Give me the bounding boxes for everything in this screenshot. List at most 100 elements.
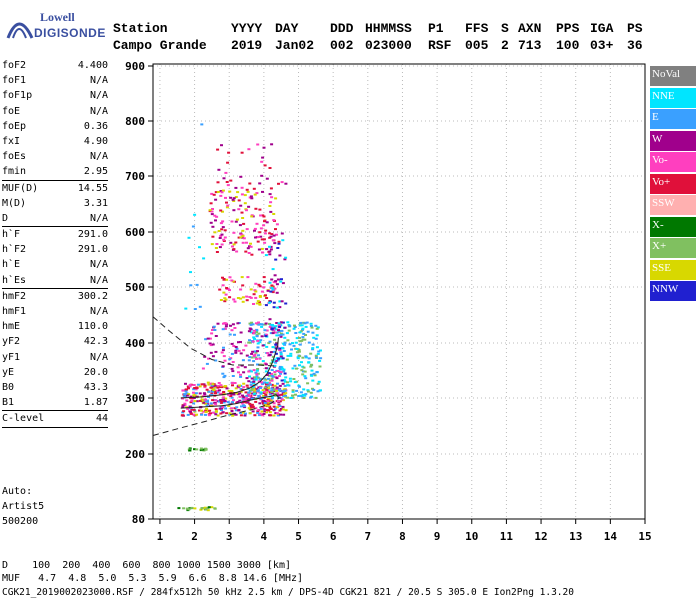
echo-point	[220, 228, 224, 231]
echo-point	[292, 378, 296, 380]
echo-point	[271, 324, 274, 326]
echo-point	[192, 391, 195, 394]
echo-point	[275, 291, 279, 294]
echo-point	[186, 385, 190, 388]
echo-point	[254, 296, 258, 299]
echo-point	[234, 409, 238, 412]
echo-point	[233, 327, 237, 329]
echo-point	[286, 396, 290, 399]
echo-point	[267, 342, 271, 345]
auto-label: Auto:	[2, 486, 33, 497]
echo-point	[261, 156, 265, 159]
param-value: N/A	[89, 90, 108, 102]
echo-point	[273, 242, 277, 245]
echo-point	[202, 401, 206, 404]
echo-point	[239, 388, 243, 390]
echo-point	[278, 300, 282, 303]
param-value: 42.3	[83, 336, 108, 348]
x-tick-label: 6	[330, 530, 337, 543]
echo-point	[271, 355, 275, 358]
echo-point	[205, 404, 209, 406]
header-row2-field: 713	[518, 38, 542, 53]
echo-point	[245, 295, 249, 298]
echo-point	[239, 373, 242, 376]
echo-point	[259, 387, 263, 389]
echo-point	[271, 268, 275, 271]
echo-point	[249, 195, 253, 198]
echo-point	[201, 410, 205, 413]
echo-point	[304, 355, 308, 358]
echo-point	[279, 371, 283, 374]
echo-point	[233, 300, 237, 303]
echo-point	[242, 237, 246, 240]
echo-point	[316, 352, 320, 355]
echo-point	[305, 321, 309, 324]
echo-point	[251, 350, 255, 353]
echo-point	[301, 327, 305, 330]
param-row: h`F2 291.0	[2, 242, 108, 257]
echo-point	[270, 377, 274, 380]
echo-point	[266, 404, 270, 407]
echo-point	[283, 372, 287, 375]
echo-point	[232, 248, 236, 251]
echo-point	[214, 247, 218, 249]
echo-point	[218, 237, 222, 239]
echo-point	[222, 401, 226, 404]
echo-point	[291, 342, 294, 345]
echo-point	[257, 323, 261, 326]
echo-point	[269, 210, 273, 213]
echo-point	[258, 357, 262, 360]
echo-point	[187, 393, 191, 396]
echo-point	[250, 356, 254, 359]
echo-point	[230, 342, 234, 345]
echo-point	[268, 253, 272, 256]
echo-point	[262, 146, 266, 149]
echo-point	[195, 400, 199, 403]
echo-point	[242, 371, 246, 374]
echo-point	[280, 393, 284, 396]
echo-point	[275, 377, 279, 380]
echo-point	[263, 408, 267, 411]
echo-point	[248, 182, 252, 185]
echo-point	[211, 235, 215, 238]
echo-point	[235, 392, 239, 395]
echo-point	[262, 413, 266, 415]
echo-cluster	[184, 123, 206, 310]
echo-point	[247, 380, 251, 383]
echo-point	[242, 386, 246, 389]
echo-point	[270, 278, 274, 281]
echo-point	[215, 243, 219, 245]
echo-point	[277, 394, 281, 397]
echo-point	[211, 388, 215, 391]
echo-point	[248, 408, 252, 411]
echo-point	[236, 191, 240, 194]
echo-point	[249, 383, 253, 386]
echo-point	[292, 327, 296, 330]
echo-point	[232, 200, 236, 202]
echo-point	[256, 389, 260, 392]
echo-point	[272, 402, 276, 405]
echo-point	[310, 369, 314, 372]
echo-point	[260, 247, 264, 250]
echo-point	[273, 274, 277, 277]
echo-point	[255, 331, 258, 334]
echo-point	[202, 383, 206, 386]
echo-point	[232, 399, 235, 402]
echo-point	[268, 250, 272, 253]
y-tick-label: 600	[125, 226, 145, 239]
echo-point	[200, 123, 204, 126]
echo-point	[231, 245, 234, 248]
echo-point	[274, 325, 278, 328]
echo-point	[276, 392, 280, 395]
echo-point	[250, 406, 254, 409]
echo-point	[268, 354, 272, 357]
echo-point	[229, 179, 233, 182]
echo-point	[276, 406, 279, 409]
echo-point	[245, 377, 249, 380]
echo-cluster	[180, 381, 288, 417]
echo-point	[220, 243, 224, 246]
legend-item-vo: Vo+	[650, 173, 696, 194]
param-row: B1 1.87	[2, 395, 108, 412]
echo-point	[312, 336, 316, 339]
echo-point	[281, 408, 285, 411]
